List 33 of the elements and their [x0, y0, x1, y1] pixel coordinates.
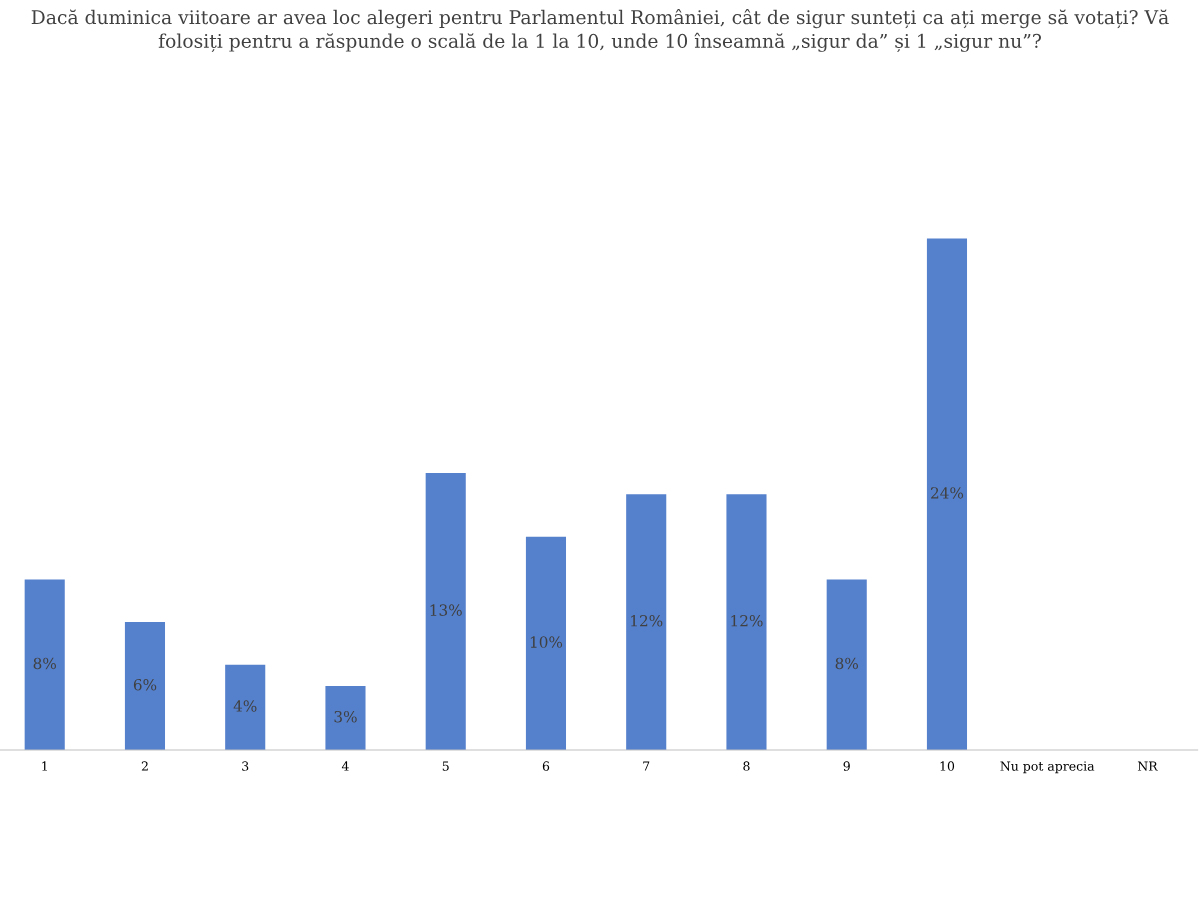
data-label: 3%: [334, 710, 357, 723]
chart-title: Dacă duminica viitoare ar avea loc alegeri pentru Parlamentul României, cât de sigur sunteți ca ați merge să votați? Vă folosiți pentru a răspunde o scală de la 1 la 10, unde 10 înseamnă „sigur da” și 1 „sigur nu”?: [31, 9, 1169, 52]
x-tick-label: 9: [843, 761, 850, 771]
data-label: 13%: [430, 604, 462, 616]
bar: [425, 472, 466, 750]
bar: [626, 494, 667, 750]
x-tick-label: 5: [442, 761, 449, 771]
bar: [24, 579, 65, 750]
x-tick-label: 10: [940, 761, 955, 771]
data-label: 12%: [731, 615, 763, 627]
bar: [826, 579, 867, 750]
bar: [325, 686, 366, 750]
x-tick-label: 1: [42, 761, 47, 771]
bar: [525, 536, 567, 750]
x-tick-label: 3: [242, 761, 249, 771]
x-tick-label: Nu pot aprecia: [1000, 761, 1095, 774]
bar: [926, 238, 968, 750]
bar: [225, 664, 266, 750]
data-label: 24%: [931, 487, 964, 499]
x-tick-label: 8: [743, 761, 750, 771]
data-label: 6%: [133, 678, 157, 691]
data-label: 8%: [835, 657, 858, 670]
bar: [726, 494, 767, 750]
x-tick-label: 7: [643, 761, 650, 771]
data-label: 4%: [233, 700, 257, 712]
x-tick-label: 2: [141, 761, 148, 771]
data-label: 12%: [631, 615, 663, 627]
x-tick-label: 6: [542, 761, 550, 771]
bar: [124, 622, 166, 750]
x-tick-label: 4: [341, 761, 349, 771]
data-label: 10%: [530, 636, 563, 648]
x-tick-label: NR: [1137, 761, 1158, 771]
data-label: 8%: [33, 657, 56, 670]
